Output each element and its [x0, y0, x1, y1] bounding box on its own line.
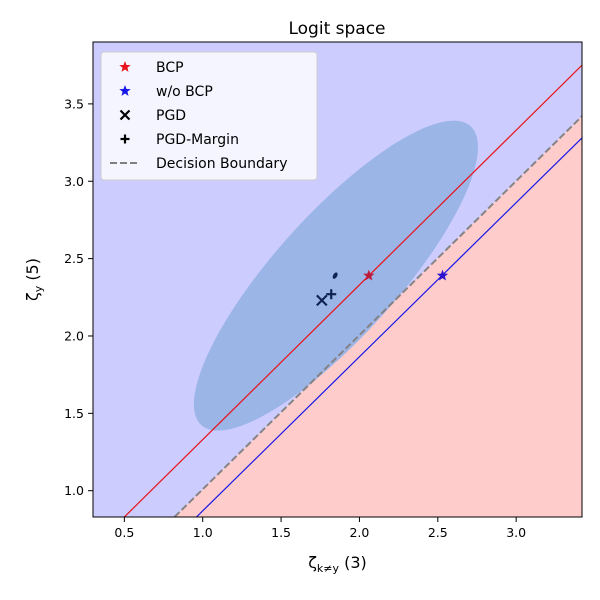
legend-label: PGD [156, 108, 186, 124]
legend: BCP w/o BCP PGD PGD-Margin Decision Boundary [100, 51, 318, 181]
plot-frame [92, 41, 583, 518]
legend-label: BCP [156, 60, 184, 76]
x-tick-label: 0.5 [114, 525, 134, 540]
x-tick-label: 2.0 [349, 525, 369, 540]
axis-label-text: ζy (5) [23, 258, 45, 301]
line-decision-boundary [173, 115, 582, 517]
point-pgd-stroke-b [316, 294, 328, 307]
point-small-mark [332, 272, 338, 279]
legend-marker-bcp [119, 61, 131, 72]
legend-label: w/o BCP [156, 84, 213, 100]
y-tick-label: 3.5 [64, 96, 84, 111]
x-tick-label: 1.5 [271, 525, 291, 540]
legend-marker-pgd [119, 109, 131, 121]
legend-label: Decision Boundary [156, 156, 287, 172]
y-axis-label: ζy (5) [23, 258, 45, 301]
legend-box [100, 51, 318, 181]
point-pgd-margin [326, 289, 337, 300]
legend-label: PGD-Margin [156, 132, 239, 148]
legend-marker-w-o-bcp [119, 85, 131, 96]
point-w-o-bcp [436, 269, 449, 281]
x-tick-label: 2.5 [428, 525, 448, 540]
line-w-o-bcp [196, 137, 582, 517]
axis-label-text: ζk≠y (3) [308, 553, 367, 575]
axis-ticks: 0.5 1.0 1.5 2.0 2.5 3.0 1.0 1.5 2.0 2.5 3.0 3.5 [64, 96, 526, 540]
y-tick-label: 1.0 [64, 483, 84, 498]
point-bcp [363, 269, 375, 281]
legend-marker-pgd-stroke-b [119, 109, 131, 121]
y-tick-label: 2.0 [64, 328, 84, 343]
y-tick-label: 3.0 [64, 174, 84, 189]
chart-title: Logit space [288, 19, 385, 39]
point-pgd [316, 294, 328, 307]
plot-area [93, 42, 582, 517]
x-axis-label: ζk≠y (3) [308, 553, 367, 575]
y-tick-label: 1.5 [64, 406, 84, 421]
y-tick-label: 2.5 [64, 251, 84, 266]
x-tick-label: 1.0 [193, 525, 213, 540]
line-bcp [123, 64, 582, 517]
x-tick-label: 3.0 [506, 525, 526, 540]
legend-marker-pgd-margin [120, 134, 130, 144]
